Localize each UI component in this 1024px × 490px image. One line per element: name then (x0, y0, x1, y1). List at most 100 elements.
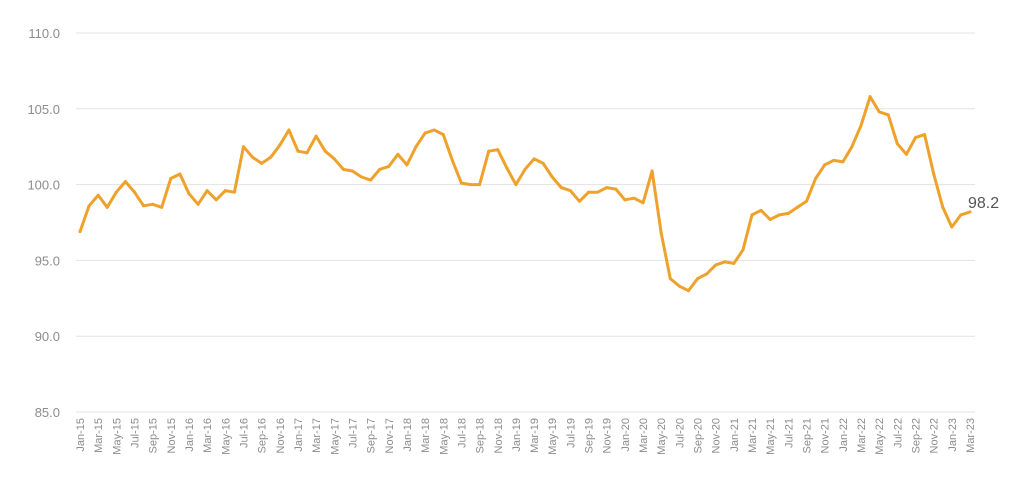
data-point (441, 133, 445, 137)
data-point (323, 149, 327, 153)
y-tick-label: 105.0 (27, 102, 60, 117)
data-point (877, 110, 881, 114)
data-point (641, 201, 645, 205)
data-point (414, 145, 418, 149)
x-tick-label: Nov-20 (711, 418, 723, 453)
x-tick-label: Sep-16 (257, 418, 269, 453)
data-point (314, 134, 318, 138)
data-point (360, 175, 364, 179)
data-point (332, 157, 336, 161)
data-point (686, 289, 690, 293)
x-tick-label: Jan-22 (838, 418, 850, 452)
x-tick-label: Sep-15 (148, 418, 160, 453)
data-point (123, 180, 127, 184)
data-point (550, 175, 554, 179)
data-point (950, 225, 954, 229)
data-point (87, 204, 91, 208)
data-point (650, 169, 654, 173)
data-point (850, 145, 854, 149)
data-point (151, 202, 155, 206)
x-tick-label: Jan-18 (402, 418, 414, 452)
data-point (795, 205, 799, 209)
data-point (541, 161, 545, 165)
data-point (296, 149, 300, 153)
data-point (714, 263, 718, 267)
y-axis-ticks: 85.0 90.0 95.0 100.0 105.0 110.0 (27, 26, 60, 420)
x-tick-label: Jan-20 (620, 418, 632, 452)
data-point (405, 163, 409, 167)
x-tick-label: Mar-16 (202, 418, 214, 453)
data-point (904, 152, 908, 156)
data-point (278, 143, 282, 147)
x-tick-label: Jul-18 (456, 418, 468, 448)
data-point (260, 161, 264, 165)
data-point (895, 142, 899, 146)
data-point (205, 189, 209, 193)
x-tick-label: Mar-21 (747, 418, 759, 453)
data-point (305, 151, 309, 155)
data-point (777, 213, 781, 217)
data-point (623, 198, 627, 202)
data-point (214, 198, 218, 202)
x-tick-label: Mar-20 (638, 418, 650, 453)
data-point (469, 183, 473, 187)
data-point (868, 95, 872, 99)
x-tick-label: Jul-19 (565, 418, 577, 448)
data-point (932, 172, 936, 176)
data-point (78, 230, 82, 234)
data-point (759, 208, 763, 212)
annotations: 98.2 (968, 195, 999, 212)
data-point (577, 199, 581, 203)
x-tick-label: May-16 (220, 418, 232, 455)
data-point (160, 205, 164, 209)
x-tick-label: Jan-17 (293, 418, 305, 452)
x-tick-label: Jan-23 (947, 418, 959, 452)
x-tick-label: Mar-17 (311, 418, 323, 453)
data-point (832, 158, 836, 162)
x-tick-label: Sep-19 (584, 418, 596, 453)
data-point (596, 190, 600, 194)
x-tick-label: May-21 (765, 418, 777, 455)
x-tick-label: Sep-17 (366, 418, 378, 453)
x-tick-label: Mar-15 (93, 418, 105, 453)
data-point (741, 248, 745, 252)
data-point (814, 177, 818, 181)
data-point (487, 149, 491, 153)
x-tick-label: Mar-18 (420, 418, 432, 453)
x-tick-label: Jan-19 (511, 418, 523, 452)
x-tick-label: Nov-21 (820, 418, 832, 453)
data-point (169, 177, 173, 181)
end-value-label: 98.2 (968, 195, 999, 212)
x-tick-label: Jul-16 (238, 418, 250, 448)
y-tick-label: 90.0 (35, 329, 60, 344)
x-tick-label: May-19 (547, 418, 559, 455)
data-point (387, 164, 391, 168)
x-tick-label: Jul-21 (783, 418, 795, 448)
x-tick-label: Nov-19 (602, 418, 614, 453)
data-point (668, 277, 672, 281)
data-point (632, 196, 636, 200)
data-point (805, 199, 809, 203)
x-tick-label: Sep-21 (802, 418, 814, 453)
data-point (178, 172, 182, 176)
x-tick-label: May-22 (874, 418, 886, 455)
x-tick-label: May-15 (111, 418, 123, 455)
data-point (505, 166, 509, 170)
data-point (450, 158, 454, 162)
y-tick-label: 100.0 (27, 178, 60, 193)
data-point (750, 213, 754, 217)
x-tick-label: Sep-18 (475, 418, 487, 453)
data-point (614, 187, 618, 191)
x-tick-label: Nov-18 (493, 418, 505, 453)
x-tick-label: Sep-20 (693, 418, 705, 453)
x-tick-label: Jan-16 (184, 418, 196, 452)
data-point (886, 113, 890, 117)
data-point (478, 183, 482, 187)
data-point (287, 128, 291, 132)
data-point (705, 272, 709, 276)
x-tick-label: May-20 (656, 418, 668, 455)
x-tick-label: Nov-22 (929, 418, 941, 453)
x-tick-label: Jul-22 (892, 418, 904, 448)
data-point (523, 167, 527, 171)
x-tick-label: Mar-23 (965, 418, 977, 453)
